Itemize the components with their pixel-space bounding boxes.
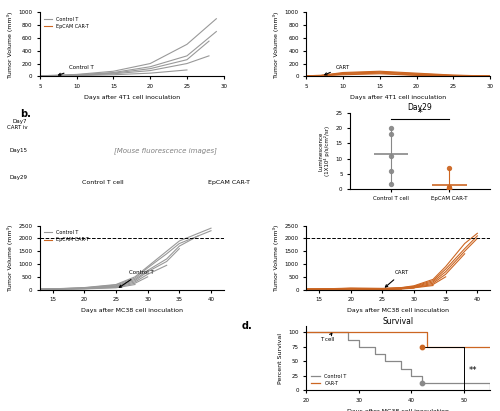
Text: Control T: Control T [120, 270, 154, 287]
Text: d.: d. [242, 321, 253, 331]
Y-axis label: Percent Survival: Percent Survival [278, 333, 282, 384]
Point [418, 344, 426, 350]
Point [387, 125, 395, 132]
Y-axis label: Tumor Volume (mm³): Tumor Volume (mm³) [273, 11, 279, 78]
Text: Control T: Control T [58, 65, 94, 75]
Text: b.: b. [20, 109, 31, 119]
Text: *: * [418, 108, 422, 118]
Point [387, 167, 395, 174]
Text: Control T cell: Control T cell [82, 180, 124, 185]
Text: Day7
CART iv: Day7 CART iv [7, 119, 28, 130]
Y-axis label: Tumor Volume (mm³): Tumor Volume (mm³) [273, 224, 279, 291]
Text: CART: CART [386, 270, 409, 287]
Text: T cell: T cell [320, 333, 334, 342]
Point [445, 164, 453, 171]
Title: Survival: Survival [382, 316, 414, 326]
Text: Day29: Day29 [10, 175, 28, 180]
Text: Day15: Day15 [10, 148, 28, 153]
Point [387, 152, 395, 159]
Point [445, 185, 453, 191]
Point [445, 184, 453, 191]
Point [445, 185, 453, 192]
Text: **: ** [469, 365, 478, 374]
X-axis label: Days after 4T1 cell inoculation: Days after 4T1 cell inoculation [84, 95, 180, 99]
Point [445, 185, 453, 192]
X-axis label: Days after MC38 cell inoculation: Days after MC38 cell inoculation [81, 308, 183, 313]
Text: EpCAM CAR-T: EpCAM CAR-T [208, 180, 250, 185]
Point [418, 380, 426, 386]
Legend: Control T, EpCAM CAR-T: Control T, EpCAM CAR-T [42, 15, 90, 31]
Legend: Control T, EpCAM CAR-T: Control T, EpCAM CAR-T [42, 228, 90, 245]
Text: [Mouse fluorescence images]: [Mouse fluorescence images] [114, 148, 217, 155]
Point [445, 185, 453, 192]
Legend: Control T, CAR-T: Control T, CAR-T [309, 372, 348, 388]
Point [387, 131, 395, 138]
Point [445, 185, 453, 192]
Y-axis label: Tumor Volume (mm³): Tumor Volume (mm³) [7, 224, 13, 291]
Y-axis label: Tumor Volume (mm³): Tumor Volume (mm³) [7, 11, 13, 78]
Title: Day29: Day29 [408, 104, 432, 112]
Text: CART: CART [324, 65, 350, 75]
X-axis label: Days after MC38 cell inoculation: Days after MC38 cell inoculation [347, 308, 449, 313]
X-axis label: Days after 4T1 cell inoculation: Days after 4T1 cell inoculation [350, 95, 446, 99]
X-axis label: Days after MC38 cell inoculation: Days after MC38 cell inoculation [347, 409, 449, 411]
Y-axis label: Luminescence
(1X10⁴ p/s/cm²/sr): Luminescence (1X10⁴ p/s/cm²/sr) [318, 126, 330, 176]
Point [387, 181, 395, 187]
